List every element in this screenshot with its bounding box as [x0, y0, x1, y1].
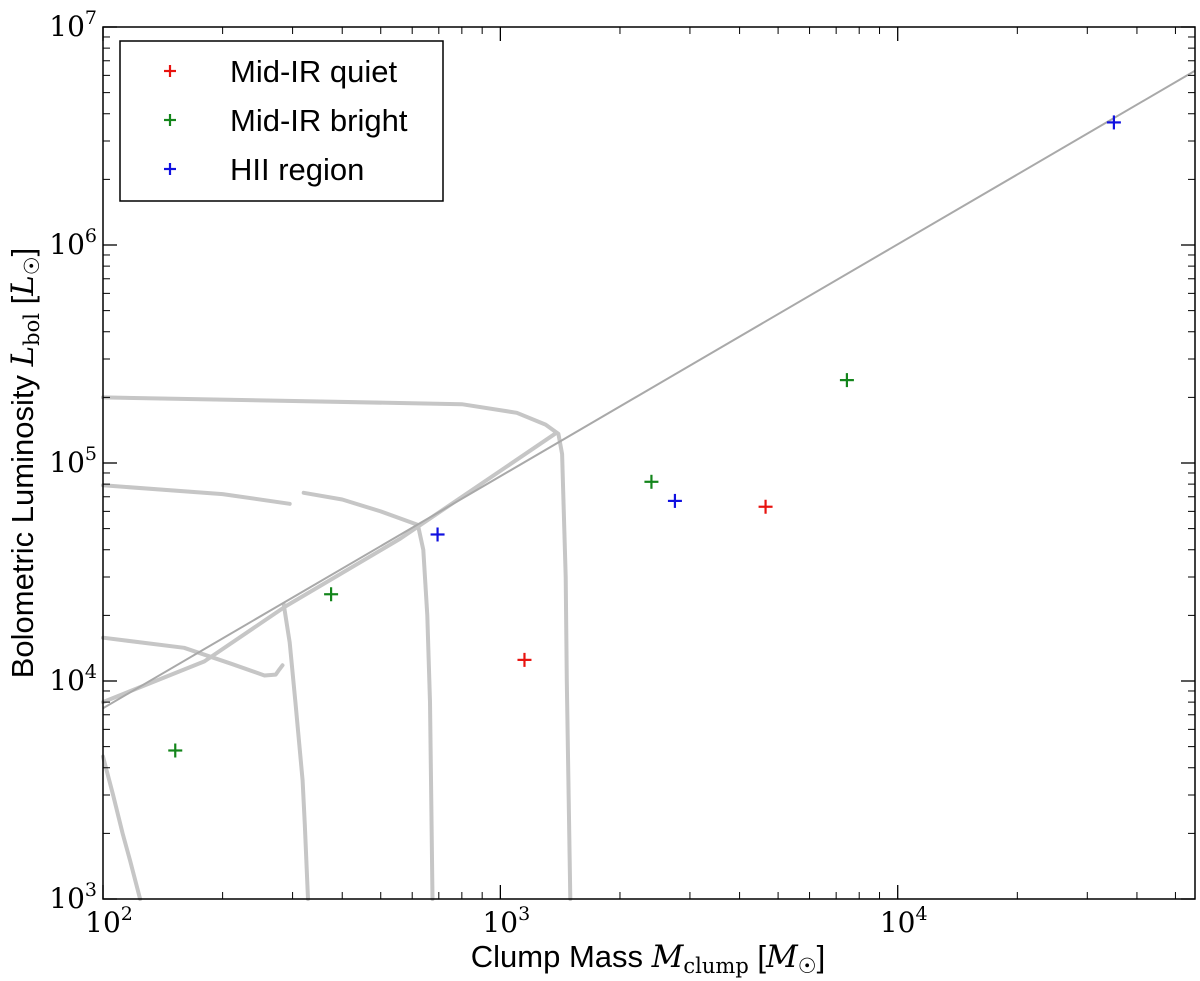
legend-plus-mid-ir-bright [164, 114, 176, 126]
data-points [168, 115, 1121, 758]
point-mid-ir-quiet-1 [517, 652, 532, 667]
track-3 [301, 490, 435, 901]
y-tick-label-3: 103 [49, 879, 97, 915]
y-tick-label-6: 106 [49, 225, 97, 261]
legend-marker-hii-region [164, 163, 176, 175]
legend-entry-hii-region: HII region [164, 152, 364, 187]
point-hii-region-3 [1106, 115, 1121, 130]
legend: Mid-IR quiet Mid-IR bright HII region [119, 40, 444, 202]
x-tick-label-4: 104 [880, 903, 928, 939]
point-mid-ir-quiet-2 [758, 499, 773, 514]
legend-label-mid-ir-bright: Mid-IR bright [230, 103, 408, 138]
evolutionary-tracks [101, 395, 573, 901]
point-hii-region-2 [667, 493, 682, 508]
legend-marker-mid-ir-quiet [164, 65, 176, 77]
legend-label-mid-ir-quiet: Mid-IR quiet [230, 54, 397, 89]
x-tick-label-2: 102 [85, 903, 133, 939]
y-tick-label-4: 104 [49, 661, 97, 697]
y-axis-ticks: 103 104 105 106 107 [49, 7, 1195, 915]
track-4 [101, 635, 285, 678]
point-mid-ir-bright-2 [324, 587, 339, 602]
legend-plus-mid-ir-quiet [164, 65, 176, 77]
track-1 [101, 395, 573, 901]
track-7 [101, 431, 558, 705]
y-tick-label-7: 107 [49, 7, 97, 43]
point-mid-ir-bright-1 [168, 743, 183, 758]
track-2 [101, 483, 292, 506]
legend-plus-hii-region [164, 163, 176, 175]
legend-label-hii-region: HII region [230, 152, 364, 187]
reference-line [102, 69, 1196, 710]
point-hii-region-1 [430, 527, 445, 542]
legend-marker-mid-ir-bright [164, 114, 176, 126]
x-axis-label: Clump Mass Mclump [M☉] [471, 939, 825, 978]
point-mid-ir-bright-4 [839, 373, 854, 388]
y-axis-label: Bolometric Luminosity Lbol [L☉] [5, 248, 44, 679]
legend-entry-mid-ir-quiet: Mid-IR quiet [164, 54, 397, 89]
track-5 [281, 602, 310, 901]
point-mid-ir-bright-3 [644, 474, 659, 489]
track-6 [101, 754, 143, 901]
legend-entry-mid-ir-bright: Mid-IR bright [164, 103, 408, 138]
x-tick-label-3: 103 [482, 903, 530, 939]
x-axis-ticks: 102 103 104 [85, 27, 1176, 939]
y-tick-label-5: 105 [49, 443, 97, 479]
